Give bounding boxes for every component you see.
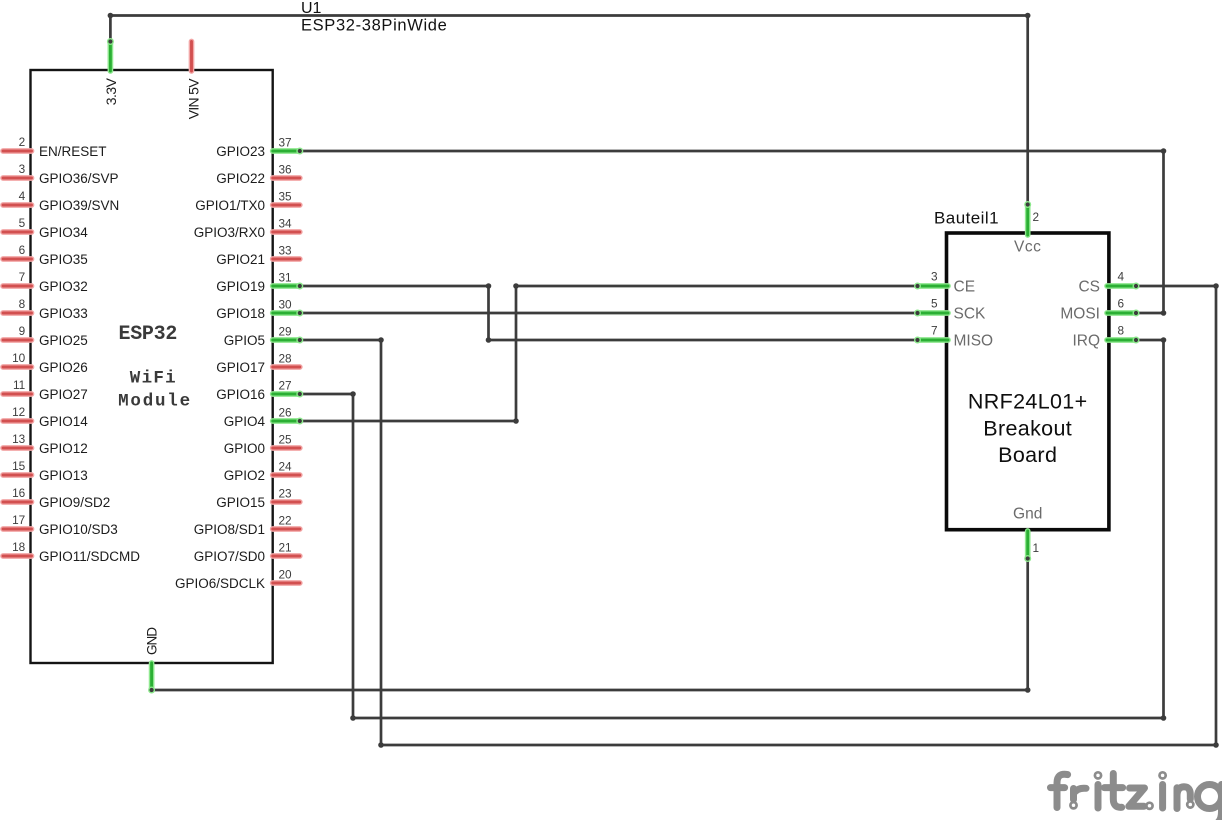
svg-text:37: 37: [279, 135, 292, 149]
svg-text:GPIO18: GPIO18: [216, 306, 265, 321]
svg-text:31: 31: [279, 270, 292, 284]
svg-text:4: 4: [1118, 270, 1125, 284]
svg-text:IRQ: IRQ: [1072, 332, 1100, 349]
svg-text:GPIO13: GPIO13: [39, 468, 88, 483]
svg-text:27: 27: [279, 378, 292, 392]
svg-text:16: 16: [12, 486, 26, 500]
svg-text:GPIO11/SDCMD: GPIO11/SDCMD: [39, 549, 140, 564]
svg-text:2: 2: [1033, 210, 1040, 224]
svg-text:9: 9: [19, 324, 26, 338]
svg-text:30: 30: [279, 297, 293, 311]
svg-text:GPIO22: GPIO22: [216, 171, 265, 186]
svg-text:GPIO27: GPIO27: [39, 387, 88, 402]
svg-text:7: 7: [931, 324, 938, 338]
svg-text:GPIO9/SD2: GPIO9/SD2: [39, 495, 110, 510]
svg-text:36: 36: [279, 162, 293, 176]
svg-text:SCK: SCK: [954, 305, 987, 322]
svg-text:GPIO8/SD1: GPIO8/SD1: [194, 522, 265, 537]
svg-text:GPIO19: GPIO19: [216, 279, 265, 294]
svg-text:23: 23: [279, 486, 293, 500]
svg-text:28: 28: [279, 351, 293, 365]
svg-text:ESP32: ESP32: [119, 323, 178, 346]
svg-text:26: 26: [279, 405, 293, 419]
svg-text:GPIO35: GPIO35: [39, 252, 88, 267]
svg-text:EN/RESET: EN/RESET: [39, 144, 107, 159]
svg-text:VIN 5V: VIN 5V: [186, 78, 202, 120]
svg-text:CE: CE: [954, 278, 976, 295]
svg-text:3: 3: [19, 162, 26, 176]
svg-text:8: 8: [1118, 324, 1125, 338]
svg-text:GPIO4: GPIO4: [224, 414, 266, 429]
svg-text:GPIO32: GPIO32: [39, 279, 88, 294]
svg-text:Gnd: Gnd: [1013, 506, 1042, 523]
svg-text:GPIO23: GPIO23: [216, 144, 265, 159]
svg-text:GPIO1/TX0: GPIO1/TX0: [195, 198, 265, 213]
svg-text:Vcc: Vcc: [1014, 239, 1041, 256]
svg-text:GPIO15: GPIO15: [216, 495, 265, 510]
svg-text:GPIO6/SDCLK: GPIO6/SDCLK: [175, 576, 265, 591]
svg-text:12: 12: [12, 405, 25, 419]
svg-text:3.3V: 3.3V: [103, 77, 119, 105]
svg-text:Board: Board: [998, 443, 1057, 467]
svg-text:GPIO3/RX0: GPIO3/RX0: [194, 225, 265, 240]
svg-text:11: 11: [13, 378, 25, 392]
svg-text:Breakout: Breakout: [983, 416, 1072, 440]
svg-text:U1: U1: [301, 0, 322, 17]
svg-text:35: 35: [279, 189, 293, 203]
svg-text:34: 34: [279, 216, 293, 230]
svg-text:6: 6: [19, 243, 26, 257]
svg-text:WiFi: WiFi: [130, 368, 177, 388]
svg-text:CS: CS: [1078, 278, 1100, 295]
svg-text:MOSI: MOSI: [1060, 305, 1100, 322]
svg-text:13: 13: [12, 432, 26, 446]
svg-text:5: 5: [19, 216, 26, 230]
svg-text:GPIO12: GPIO12: [39, 441, 88, 456]
svg-text:20: 20: [279, 567, 293, 581]
svg-text:GPIO21: GPIO21: [216, 252, 265, 267]
svg-text:18: 18: [12, 540, 26, 554]
svg-text:GPIO2: GPIO2: [224, 468, 265, 483]
svg-text:4: 4: [19, 189, 26, 203]
svg-text:29: 29: [279, 324, 292, 338]
svg-text:Module: Module: [118, 391, 192, 411]
svg-text:10: 10: [12, 351, 26, 365]
svg-text:GPIO25: GPIO25: [39, 333, 88, 348]
svg-text:Bauteil1: Bauteil1: [934, 209, 999, 228]
svg-text:GPIO16: GPIO16: [216, 387, 265, 402]
svg-text:33: 33: [279, 243, 293, 257]
svg-text:GPIO14: GPIO14: [39, 414, 88, 429]
svg-text:6: 6: [1118, 297, 1125, 311]
svg-text:GPIO36/SVP: GPIO36/SVP: [39, 171, 119, 186]
svg-text:22: 22: [279, 513, 292, 527]
svg-text:3: 3: [931, 270, 938, 284]
svg-text:1: 1: [1033, 541, 1040, 555]
svg-text:8: 8: [19, 297, 26, 311]
svg-text:GPIO34: GPIO34: [39, 225, 88, 240]
svg-text:ESP32-38PinWide: ESP32-38PinWide: [301, 17, 447, 35]
svg-text:5: 5: [931, 297, 938, 311]
svg-text:GPIO39/SVN: GPIO39/SVN: [39, 198, 119, 213]
svg-text:GPIO7/SD0: GPIO7/SD0: [194, 549, 265, 564]
svg-text:7: 7: [19, 270, 26, 284]
svg-text:GPIO10/SD3: GPIO10/SD3: [39, 522, 118, 537]
svg-text:GPIO0: GPIO0: [224, 441, 265, 456]
svg-text:NRF24L01+: NRF24L01+: [968, 390, 1088, 414]
svg-text:15: 15: [12, 459, 26, 473]
svg-text:25: 25: [279, 432, 293, 446]
svg-text:GPIO17: GPIO17: [216, 360, 265, 375]
svg-text:2: 2: [19, 135, 26, 149]
svg-text:17: 17: [12, 513, 25, 527]
svg-text:MISO: MISO: [954, 332, 994, 349]
svg-text:GPIO26: GPIO26: [39, 360, 88, 375]
svg-text:24: 24: [279, 459, 293, 473]
svg-text:21: 21: [279, 540, 292, 554]
svg-text:GPIO33: GPIO33: [39, 306, 88, 321]
svg-text:GND: GND: [145, 627, 160, 655]
svg-text:GPIO5: GPIO5: [224, 333, 265, 348]
